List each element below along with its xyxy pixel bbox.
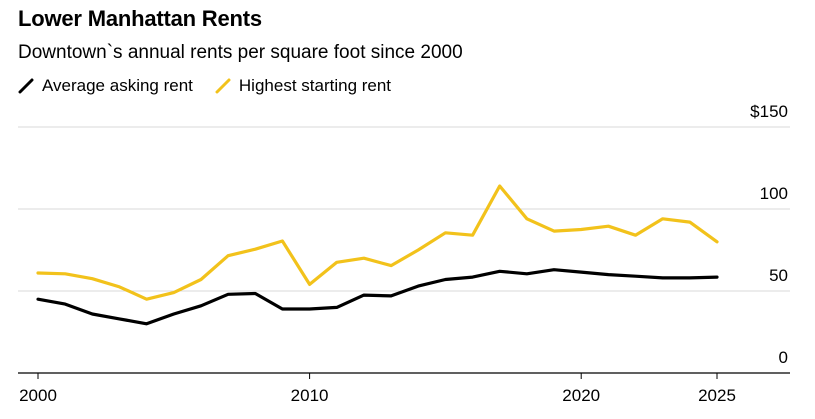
chart-title: Lower Manhattan Rents [18,6,262,31]
x-tick-label-2000: 2000 [19,386,57,405]
x-tick-label-2020: 2020 [562,386,600,405]
y-tick-label-150: $150 [750,102,788,121]
legend: Average asking rent Highest starting ren… [18,76,413,96]
legend-label-highest: Highest starting rent [238,76,392,95]
legend-item-average: Average asking rent [18,76,193,96]
x-tick-label-2010: 2010 [291,386,329,405]
legend-swatch-average [18,78,34,94]
series-line-average-asking-rent [36,268,719,326]
y-tick-label-100: 100 [760,184,788,203]
legend-swatch-highest [215,78,231,94]
x-tick-label-2025: 2025 [698,386,736,405]
chart-subtitle: Downtown`s annual rents per square foot … [18,42,463,63]
legend-item-highest: Highest starting rent [215,76,391,96]
legend-label-average: Average asking rent [42,76,193,95]
y-tick-label-50: 50 [769,266,788,285]
y-tick-label-0: 0 [779,348,788,367]
series-line-highest-starting-rent [36,184,719,301]
